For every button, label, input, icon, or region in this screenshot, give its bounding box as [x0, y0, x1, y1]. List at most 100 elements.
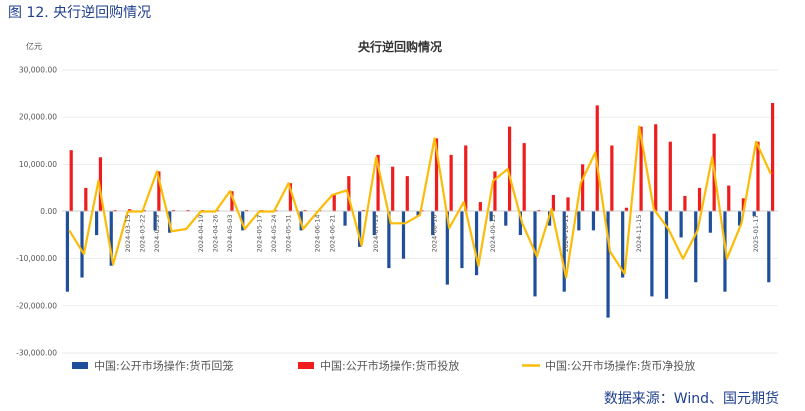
bar-recall [664, 211, 669, 299]
bar-injection [464, 145, 468, 212]
bar-injection [624, 207, 629, 212]
bar-injection [391, 166, 395, 212]
net-series-line [68, 125, 772, 279]
bar-recall [358, 211, 362, 247]
x-tick-label: 2024-08-16 [431, 214, 439, 252]
bar-recall [445, 211, 449, 285]
x-tick-label: 2024-06-14 [314, 214, 322, 252]
source-note: 数据来源：Wind、国元期货 [603, 391, 779, 407]
bar-injection [610, 145, 614, 212]
legend-label-net: 中国:公开市场操作:货币净投放 [545, 359, 695, 373]
chart-title: 央行逆回购情况 [358, 39, 442, 54]
x-tick-label: 2024-03-29 [153, 215, 161, 253]
legend-swatch-recall [72, 362, 88, 369]
bar-injection [756, 141, 760, 212]
x-tick-label: 2024-05-17 [255, 215, 263, 253]
x-tick-label: 2024-05-03 [226, 214, 234, 252]
bar-recall [606, 211, 610, 318]
x-tick-label: 2024-03-15 [124, 215, 132, 253]
x-tick-label: 2024-04-26 [211, 214, 219, 252]
bar-recall [694, 211, 698, 283]
legend-label-recall: 中国:公开市场操作:货币回笼 [94, 359, 233, 373]
bar-injection [230, 191, 234, 212]
y-tick-label: -20,000.00 [16, 301, 57, 310]
y-tick-label: 10,000.00 [19, 160, 57, 169]
bar-recall [679, 211, 683, 238]
bar-injection [493, 171, 497, 212]
x-tick-label: 2024-07-19 [372, 215, 380, 253]
bar-injection [522, 143, 526, 212]
bar-injection [157, 171, 161, 212]
bar-recall [431, 211, 435, 236]
bar-injection [639, 126, 643, 212]
bar-injection [376, 154, 380, 212]
bar-recall [95, 211, 99, 236]
y-tick-label: 20,000.00 [19, 113, 57, 122]
bar-recall [767, 211, 771, 283]
bar-recall [621, 211, 625, 278]
x-tick-label: 2025-01-17 [752, 215, 760, 253]
bar-recall [241, 211, 245, 231]
bar-recall [343, 211, 347, 226]
legend: 中国:公开市场操作:货币回笼 中国:公开市场操作:货币投放 中国:公开市场操作:… [72, 359, 695, 373]
bar-recall [460, 211, 464, 269]
bar-injection [668, 141, 672, 212]
bar-injection [566, 197, 570, 212]
x-tick-label: 2024-06-21 [328, 214, 336, 252]
y-tick-label: 0.00 [40, 207, 57, 216]
bar-injection [449, 154, 453, 212]
bar-recall [80, 211, 84, 278]
x-tick-label: 2024-05-24 [270, 215, 278, 253]
y-axis-ticks: 30,000.00 20,000.00 10,000.00 0.00 -10,000.0… [16, 66, 57, 358]
bar-injection [697, 187, 702, 212]
x-tick-label: 2024-05-31 [285, 215, 293, 253]
x-tick-label: 2024-11-15 [635, 215, 643, 253]
bar-injection [332, 194, 336, 212]
bar-injection [128, 209, 132, 212]
bar-injection [405, 176, 409, 212]
y-tick-label: -10,000.00 [16, 254, 57, 263]
x-tick-label: 2024-03-22 [138, 215, 146, 253]
bar-recall [372, 211, 376, 236]
bar-recall [474, 211, 479, 276]
bar-recall [504, 211, 508, 226]
bar-recall [577, 211, 581, 231]
bar-injection [98, 157, 103, 212]
y-tick-label: 30,000.00 [19, 66, 57, 75]
figure-caption: 图 12. 央行逆回购情况 [8, 5, 152, 21]
bar-recall [518, 211, 522, 236]
line-net [68, 125, 772, 279]
bar-recall [153, 211, 157, 231]
bar-recall [591, 211, 596, 231]
bar-injection [581, 164, 585, 212]
x-tick-label: 2024-10-11 [562, 214, 570, 252]
bar-injection [551, 194, 556, 212]
bar-injection [478, 202, 482, 212]
y-grid [62, 69, 778, 354]
bar-injection [288, 183, 292, 212]
bar-injection [434, 138, 439, 212]
bar-injection [727, 185, 731, 212]
x-tick-label: 2024-04-19 [197, 214, 205, 252]
bar-recall [562, 211, 566, 292]
bar-recall [65, 211, 70, 292]
bar-recall [416, 211, 420, 217]
x-axis-labels: 2024-03-15 2024-03-22 2024-03-29 2024-04-19… [124, 214, 760, 252]
bar-injection [683, 195, 687, 212]
y-unit-label: 亿元 [26, 41, 42, 51]
bar-recall [489, 211, 493, 221]
bar-recall [109, 211, 113, 266]
bar-injection [654, 124, 658, 212]
bar-recall [650, 211, 654, 297]
bar-recall [737, 211, 742, 226]
bar-injection [741, 198, 745, 212]
legend-swatch-injection [298, 362, 314, 369]
bar-recall [387, 211, 391, 269]
x-tick-label: 2024-09-13 [489, 215, 497, 253]
bar-recall [752, 211, 756, 217]
bar-injection [507, 126, 512, 212]
bar-injection [84, 187, 88, 212]
bar-recall [401, 211, 406, 259]
bars [65, 103, 775, 318]
